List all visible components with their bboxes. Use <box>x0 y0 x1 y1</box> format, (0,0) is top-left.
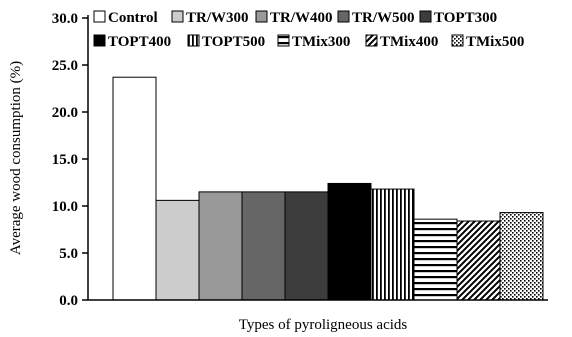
legend-label: Control <box>108 10 158 26</box>
y-axis-title: Average wood consumption (%) <box>8 61 24 255</box>
legend-label: TR/W400 <box>270 10 333 26</box>
legend: Control TR/W300 TR/W400 TR/W500 TOPT300 TOPT4… <box>93 10 524 50</box>
y-axis: 0.0 5.0 10.0 15.0 20.0 25.0 30.0 <box>52 11 89 309</box>
legend-swatch-tr-w300 <box>171 10 184 23</box>
y-tick-label: 15.0 <box>52 152 78 168</box>
bar-tr-w300 <box>155 199 200 301</box>
bar-tr-w500 <box>241 191 286 301</box>
legend-swatch-topt500 <box>187 34 200 47</box>
bar-control <box>112 76 157 301</box>
legend-swatch-tr-w500 <box>337 10 350 23</box>
bar-topt500 <box>370 188 415 301</box>
legend-label: TMix400 <box>380 34 438 50</box>
legend-label: TMix500 <box>466 34 524 50</box>
y-tick-label: 20.0 <box>52 105 78 121</box>
y-tick-label: 0.0 <box>59 293 78 309</box>
legend-swatch-control <box>93 10 106 23</box>
y-tick-label: 5.0 <box>59 246 78 262</box>
legend-swatch-tmix300 <box>277 34 290 47</box>
x-axis-title: Types of pyroligneous acids <box>239 317 408 333</box>
legend-label: TOPT500 <box>202 34 265 50</box>
bar-topt300 <box>284 191 329 301</box>
bars-group <box>112 76 544 301</box>
legend-swatch-topt300 <box>419 10 432 23</box>
bar-tmix500 <box>499 212 544 301</box>
y-tick-label: 30.0 <box>52 11 78 27</box>
legend-label: TOPT400 <box>108 34 171 50</box>
bar-tmix400 <box>456 220 501 301</box>
y-tick-label: 25.0 <box>52 58 78 74</box>
bar-tmix300 <box>413 218 458 301</box>
bar-topt400 <box>327 182 372 301</box>
legend-swatch-topt400 <box>93 34 106 47</box>
legend-label: TOPT300 <box>434 10 497 26</box>
legend-label: TR/W500 <box>352 10 415 26</box>
legend-swatch-tmix500 <box>451 34 464 47</box>
legend-swatch-tmix400 <box>365 34 378 47</box>
legend-label: TMix300 <box>292 34 350 50</box>
legend-label: TR/W300 <box>186 10 249 26</box>
y-tick-label: 10.0 <box>52 199 78 215</box>
bar-tr-w400 <box>198 191 243 301</box>
legend-swatch-tr-w400 <box>255 10 268 23</box>
